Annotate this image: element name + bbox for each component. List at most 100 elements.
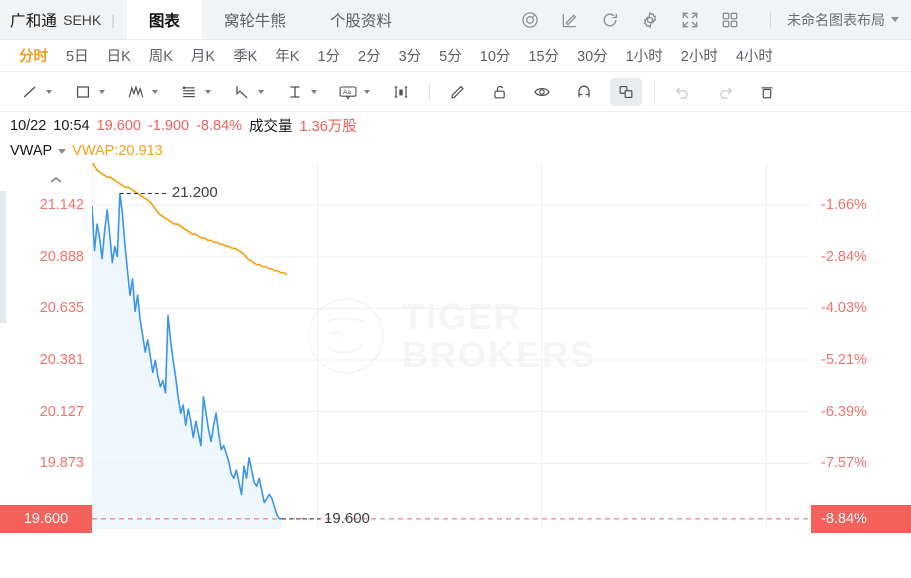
chart-area[interactable]: TIGER BROKERS 21.200 19.600 21.142 20.88… <box>0 163 911 533</box>
tab-chart-label: 图表 <box>148 12 180 30</box>
period-tabs: 分时 5日 日K 周K 月K 季K 年K 1分 2分 3分 5分 10分 15分… <box>0 40 911 72</box>
visibility-eye-icon <box>534 87 550 96</box>
current-price-badge: 19.600 <box>0 504 92 533</box>
undo-button[interactable] <box>667 78 699 106</box>
quote-time: 10:54 <box>53 117 90 134</box>
fib-retracement-tool[interactable] <box>173 78 216 106</box>
redo-icon <box>720 86 733 99</box>
vwap-line <box>92 163 288 276</box>
chevron-up-icon[interactable] <box>48 175 64 185</box>
symbol-name: 广和通 <box>10 12 58 30</box>
quote-price: 19.600 <box>96 117 141 134</box>
indicator-name[interactable]: VWAP <box>10 143 53 159</box>
gear-icon[interactable] <box>640 10 660 30</box>
arrow-tool[interactable] <box>226 78 269 106</box>
draw-mode-button[interactable] <box>442 78 474 106</box>
visibility-toggle-button[interactable] <box>526 78 558 106</box>
drawing-toolbar: Aa <box>0 72 911 112</box>
period-tab-15min[interactable]: 15分 <box>528 49 560 65</box>
toolbar-separator <box>654 82 655 101</box>
percent-tick: -6.39% <box>821 403 867 420</box>
period-tab-intraday[interactable]: 分时 <box>19 49 48 65</box>
rectangle-tool[interactable] <box>67 78 110 106</box>
period-tab-5day[interactable]: 5日 <box>66 49 89 65</box>
refresh-icon[interactable] <box>600 10 620 30</box>
price-chart-svg <box>92 163 811 529</box>
period-tab-monthly[interactable]: 月K <box>190 49 216 65</box>
magnet-snap-button[interactable] <box>568 78 600 106</box>
symbol-market: SEHK <box>63 11 102 28</box>
trash-icon <box>761 86 773 98</box>
delete-button[interactable] <box>751 78 783 106</box>
period-tab-2hour[interactable]: 2小时 <box>680 49 718 65</box>
chart-layout-label: 未命名图表布局 <box>787 11 885 28</box>
price-line <box>92 192 282 520</box>
symbol-block[interactable]: 广和通 SEHK | <box>0 0 127 39</box>
chevron-down-icon[interactable] <box>46 89 52 94</box>
lock-toggle-button[interactable] <box>484 78 516 106</box>
wave-pattern-icon <box>128 84 144 97</box>
wave-pattern-tool[interactable] <box>120 78 163 106</box>
chevron-down-icon[interactable] <box>152 89 158 94</box>
period-tab-5min[interactable]: 5分 <box>439 49 462 65</box>
price-tick: 20.635 <box>39 300 84 317</box>
arrow-cursor-icon <box>236 85 248 98</box>
tab-chart[interactable]: 图表 <box>126 0 202 39</box>
gauge-icon[interactable] <box>520 10 540 30</box>
grid-layout-icon[interactable] <box>720 10 740 30</box>
series-layer <box>92 163 288 529</box>
volume-label: 成交量 <box>249 119 293 135</box>
period-tab-quarterly[interactable]: 季K <box>233 49 258 65</box>
period-tab-30min[interactable]: 30分 <box>577 49 608 65</box>
period-tab-daily[interactable]: 日K <box>106 49 131 65</box>
tab-stock-info[interactable]: 个股资料 <box>308 0 414 39</box>
volume-value: 1.36万股 <box>299 119 357 135</box>
marker-layer <box>92 193 811 520</box>
period-tab-10min[interactable]: 10分 <box>479 49 511 65</box>
redo-button[interactable] <box>709 78 741 106</box>
price-tick: 21.142 <box>39 197 84 214</box>
text-label-icon: Aa <box>339 85 357 100</box>
price-axis-left[interactable]: 21.142 20.888 20.635 20.381 20.127 19.87… <box>0 163 92 533</box>
header-separator <box>770 11 771 28</box>
price-area-fill <box>92 193 282 529</box>
period-tab-1min[interactable]: 1分 <box>317 49 341 65</box>
chevron-down-icon[interactable] <box>258 89 264 94</box>
period-tab-1hour[interactable]: 1小时 <box>625 49 663 65</box>
left-panel-edge <box>0 191 6 323</box>
fib-retracement-icon <box>182 86 195 97</box>
plot-canvas[interactable] <box>92 163 811 529</box>
tab-warrants[interactable]: 窝轮牛熊 <box>202 0 308 39</box>
unlock-icon <box>494 85 505 98</box>
indicator-value: VWAP:20.913 <box>72 143 163 159</box>
price-tick: 20.127 <box>39 403 84 420</box>
tab-warrants-label: 窝轮牛熊 <box>223 12 286 30</box>
tab-stock-info-label: 个股资料 <box>329 12 392 30</box>
fullscreen-icon[interactable] <box>680 10 700 30</box>
trend-line-tool[interactable] <box>14 78 57 106</box>
low-price-annotation: 19.600 <box>324 509 370 527</box>
chevron-down-icon[interactable] <box>58 148 67 154</box>
measure-tool[interactable] <box>279 78 322 106</box>
quote-change: -1.900 <box>147 117 190 134</box>
ruler-tool[interactable] <box>385 78 417 106</box>
chevron-down-icon[interactable] <box>364 89 370 94</box>
chevron-down-icon[interactable] <box>99 89 105 94</box>
indicator-bar: VWAP VWAP:20.913 <box>0 139 911 163</box>
chevron-down-icon[interactable] <box>205 89 211 94</box>
text-annotation-tool[interactable]: Aa <box>332 78 375 106</box>
edit-pen-icon[interactable] <box>560 10 580 30</box>
period-tab-3min[interactable]: 3分 <box>398 49 422 65</box>
current-percent-badge: -8.84% <box>811 504 911 533</box>
chart-layout-selector[interactable]: 未命名图表布局 <box>787 0 911 39</box>
percent-axis-right[interactable]: -1.66% -2.84% -4.03% -5.21% -6.39% -7.57… <box>811 163 911 533</box>
header-icon-group <box>520 0 787 39</box>
period-tab-weekly[interactable]: 周K <box>148 49 173 65</box>
chevron-down-icon[interactable] <box>311 89 317 94</box>
period-tab-2min[interactable]: 2分 <box>358 49 381 65</box>
layers-button[interactable] <box>610 77 642 106</box>
period-tab-4hour[interactable]: 4小时 <box>735 49 773 65</box>
ruler-icon <box>394 85 408 98</box>
app-header: 广和通 SEHK | 图表 窝轮牛熊 个股资料 <box>0 0 911 40</box>
period-tab-yearly[interactable]: 年K <box>275 49 300 65</box>
